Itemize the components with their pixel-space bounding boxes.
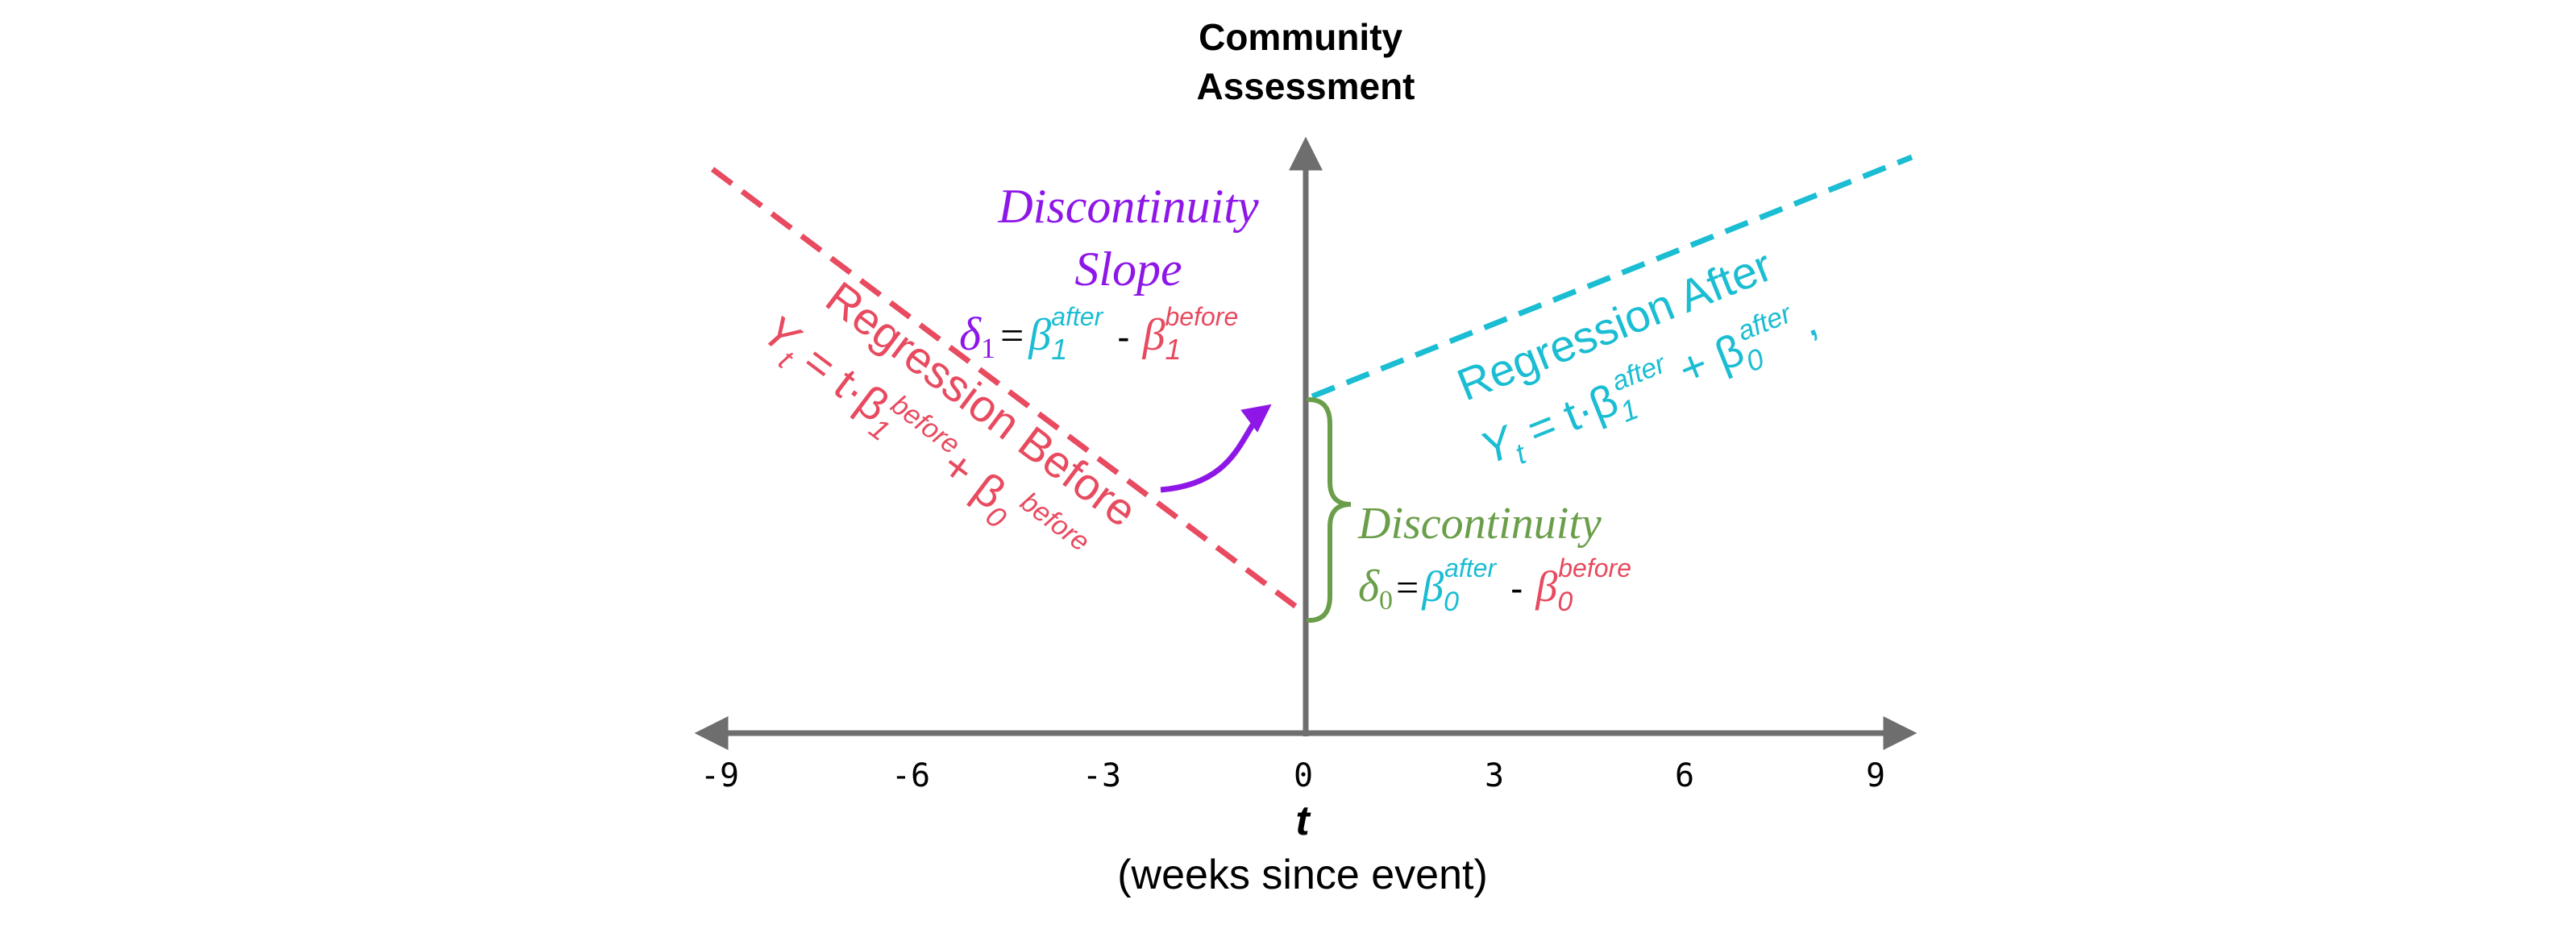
slope-arrow [1160,404,1272,493]
delta-symbol: δ [1358,562,1380,611]
x-axis-label: t [1295,798,1311,844]
discontinuity-level-label: Discontinuity δ0=β0after - β0before [1357,499,1631,617]
x-tick-label: -9 [700,757,739,794]
delta-symbol: δ [959,308,982,360]
discontinuity-slope-formula: δ1 = β1after - β1before [959,302,1238,366]
y-axis-title-line1: Community [1199,16,1402,58]
regression-after-line [1311,154,1913,400]
discontinuity-level-formula: δ0=β0after - β0before [1358,553,1631,617]
regression-before-line [710,167,1302,611]
x-tick-label: 3 [1485,757,1504,794]
x-tick-label: 0 [1294,757,1313,794]
x-tick-labels: -9 -6 -3 0 3 6 9 [700,757,1885,794]
discontinuity-slope-label: Discontinuity Slope δ1 = β1after - β1before [959,180,1259,366]
x-tick-label: -6 [891,757,930,794]
y-axis-title: Community Assessment [1196,16,1415,107]
discontinuity-level-title: Discontinuity [1357,499,1602,549]
x-axis-sublabel: (weeks since event) [1117,852,1488,898]
y-axis-title-line2: Assessment [1196,65,1415,107]
discontinuity-brace [1307,397,1352,623]
discontinuity-slope-title-2: Slope [1074,243,1182,296]
x-tick-label: -3 [1082,757,1121,794]
x-tick-label: 9 [1866,757,1885,794]
discontinuity-slope-title-1: Discontinuity [997,180,1259,233]
x-tick-label: 6 [1675,757,1694,794]
